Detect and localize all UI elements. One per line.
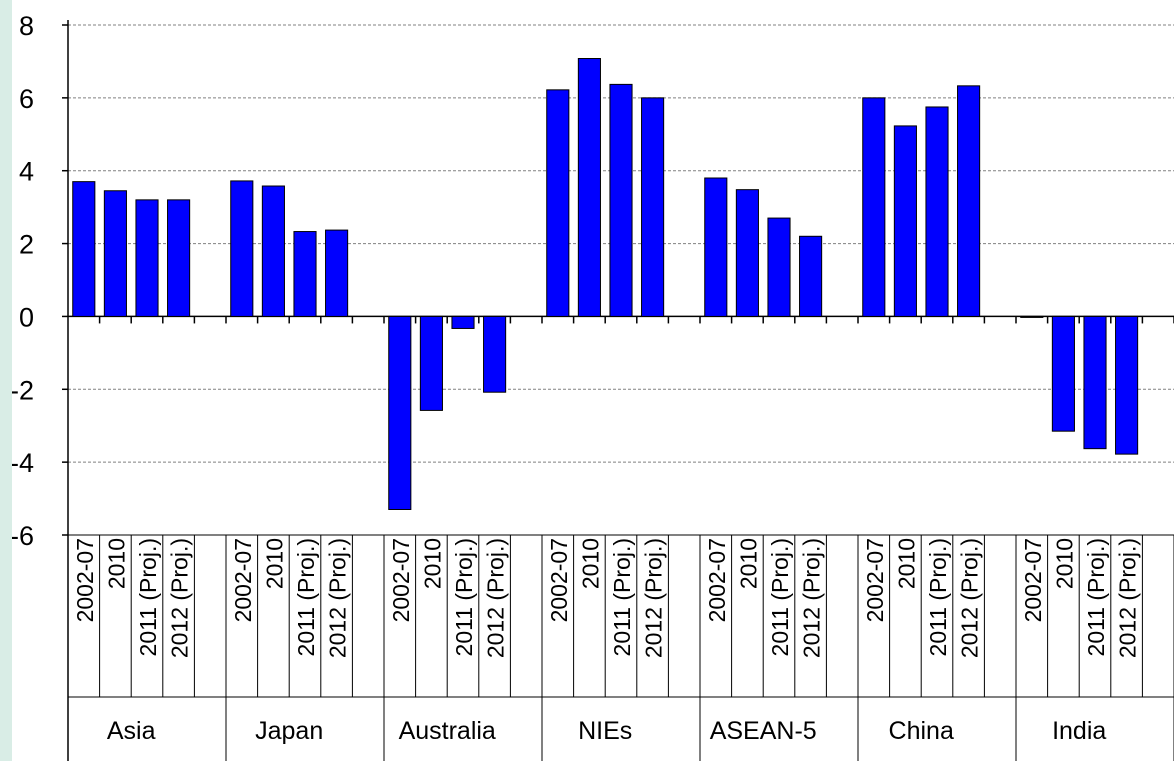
category-label: 2010 (1051, 538, 1077, 589)
bar-australia-3 (483, 315, 507, 393)
category-label: 2011 (Proj.) (609, 538, 635, 656)
category-label: 2002-07 (230, 538, 256, 622)
bar-china-3 (957, 85, 981, 317)
bar-australia-1 (419, 315, 443, 411)
bar-nies-0 (546, 89, 570, 317)
group-label-japan: Japan (255, 717, 323, 745)
bar-asean-5-2 (767, 217, 791, 317)
group-label-asean-5: ASEAN-5 (710, 717, 817, 745)
category-label: 2011 (Proj.) (135, 538, 161, 656)
category-label: 2010 (735, 538, 761, 589)
category-label: 2002-07 (388, 538, 414, 622)
y-tick-label: 0 (19, 302, 34, 332)
bar-india-0 (1020, 315, 1044, 318)
y-tick-label: 8 (19, 11, 34, 41)
y-tick-label: -4 (12, 448, 34, 478)
labels: 2002-07 2010 2011 (Proj.) 2012 (Proj.)Asia2… (72, 538, 1141, 745)
bar-asean-5-0 (704, 177, 728, 317)
bar-asia-0 (72, 181, 96, 317)
category-label: 2002-07 (72, 538, 98, 622)
bar-japan-3 (325, 229, 349, 317)
y-tick-label: -6 (12, 521, 34, 551)
group-label-china: China (889, 717, 954, 745)
bar-australia-0 (388, 315, 412, 510)
bar-india-3 (1115, 315, 1139, 455)
category-label: 2012 (Proj.) (799, 538, 825, 658)
bar-china-1 (893, 125, 917, 317)
category-label: 2011 (Proj.) (767, 538, 793, 656)
category-label: 2012 (Proj.) (641, 538, 667, 658)
group-label-nies: NIEs (578, 717, 632, 745)
bar-asean-5-1 (735, 189, 759, 317)
bar-japan-1 (261, 185, 285, 317)
category-label: 2010 (893, 538, 919, 589)
bar-china-2 (925, 106, 949, 317)
category-label: 2011 (Proj.) (451, 538, 477, 656)
bar-india-1 (1051, 315, 1075, 432)
group-label-asia: Asia (107, 717, 156, 745)
category-label: 2010 (103, 538, 129, 589)
category-label: 2011 (Proj.) (1083, 538, 1109, 656)
bar-asia-2 (135, 199, 159, 317)
group-label-australia: Australia (399, 717, 496, 745)
category-label: 2012 (Proj.) (483, 538, 509, 658)
y-tick-label: 6 (19, 84, 34, 114)
category-label: 2002-07 (546, 538, 572, 622)
bar-china-0 (862, 97, 886, 317)
bar-nies-3 (641, 97, 665, 317)
axes: -6 -4 -2 0 2 4 6 8 (12, 11, 1174, 761)
category-label: 2010 (577, 538, 603, 589)
category-label: 2010 (419, 538, 445, 589)
category-label: 2002-07 (704, 538, 730, 622)
category-label: 2011 (Proj.) (293, 538, 319, 656)
category-label: 2012 (Proj.) (957, 538, 983, 658)
y-tick-label: -2 (12, 375, 34, 405)
category-label: 2012 (Proj.) (325, 538, 351, 658)
bar-japan-0 (230, 180, 254, 317)
bar-india-2 (1083, 315, 1107, 450)
group-label-india: India (1052, 717, 1106, 745)
bar-nies-2 (609, 83, 633, 317)
category-label: 2011 (Proj.) (925, 538, 951, 656)
bar-japan-2 (293, 231, 317, 317)
chart-container: -6 -4 -2 0 2 4 6 8 2002-07 2010 2011 (Proj.) 2012 … (12, 0, 1174, 761)
bar-asia-1 (103, 190, 127, 317)
bar-asia-3 (167, 199, 191, 317)
bar-asean-5-3 (799, 235, 823, 317)
bar-nies-1 (577, 58, 601, 317)
bar-australia-2 (451, 315, 475, 329)
category-label: 2010 (261, 538, 287, 589)
category-label: 2012 (Proj.) (1115, 538, 1141, 658)
category-label: 2002-07 (862, 538, 888, 622)
y-tick-label: 4 (19, 157, 34, 187)
category-label: 2002-07 (1020, 538, 1046, 622)
category-label: 2012 (Proj.) (167, 538, 193, 658)
bars (72, 58, 1139, 510)
y-tick-label: 2 (19, 230, 34, 260)
